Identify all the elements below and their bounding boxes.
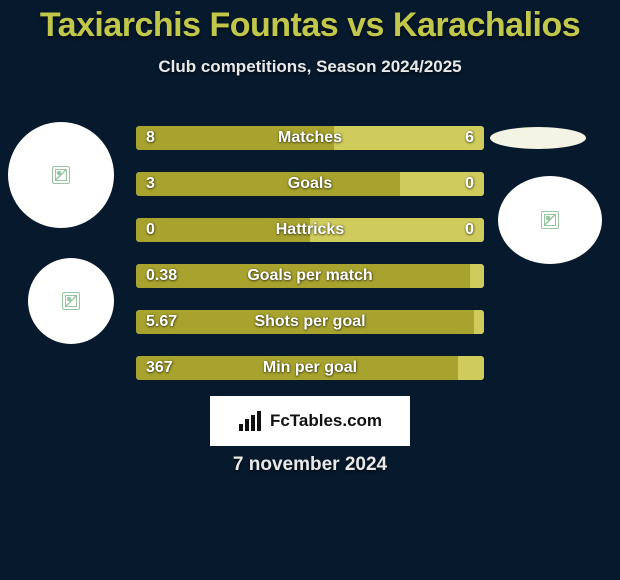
stat-label: Goals xyxy=(136,172,484,196)
stat-label: Shots per goal xyxy=(136,310,484,334)
stat-row: Goals3 0 xyxy=(136,172,484,196)
stat-value-right: 6 xyxy=(465,126,474,150)
stat-value-left: 3 xyxy=(146,172,155,196)
player1-avatar-large xyxy=(8,122,114,228)
stat-bars: Matches86Goals30Hattricks00Goals per mat… xyxy=(136,126,484,402)
placeholder-image-icon xyxy=(541,211,559,229)
player2-avatar xyxy=(498,176,602,264)
stat-value-left: 5.67 xyxy=(146,310,177,334)
fctables-bars-icon xyxy=(238,410,264,432)
stat-row: Shots per goal5.67 xyxy=(136,310,484,334)
page-title: Taxiarchis Fountas vs Karachalios xyxy=(0,0,620,45)
stat-row: Min per goal367 xyxy=(136,356,484,380)
fctables-label: FcTables.com xyxy=(270,411,382,431)
stat-label: Hattricks xyxy=(136,218,484,242)
stat-value-left: 8 xyxy=(146,126,155,150)
stat-label: Goals per match xyxy=(136,264,484,288)
subtitle: Club competitions, Season 2024/2025 xyxy=(0,57,620,77)
placeholder-image-icon xyxy=(52,166,70,184)
stat-row: Goals per match0.38 xyxy=(136,264,484,288)
fctables-badge: FcTables.com xyxy=(210,396,410,446)
decorative-ellipse xyxy=(490,127,586,149)
stat-value-right: 0 xyxy=(465,218,474,242)
stat-value-right: 0 xyxy=(465,172,474,196)
player1-avatar-small xyxy=(28,258,114,344)
comparison-infographic: Taxiarchis Fountas vs Karachalios Club c… xyxy=(0,0,620,580)
stat-label: Matches xyxy=(136,126,484,150)
placeholder-image-icon xyxy=(62,292,80,310)
stat-value-left: 367 xyxy=(146,356,173,380)
stat-value-left: 0.38 xyxy=(146,264,177,288)
date-label: 7 november 2024 xyxy=(0,454,620,476)
stat-value-left: 0 xyxy=(146,218,155,242)
stat-row: Matches8 6 xyxy=(136,126,484,150)
stat-row: Hattricks0 0 xyxy=(136,218,484,242)
stat-label: Min per goal xyxy=(136,356,484,380)
